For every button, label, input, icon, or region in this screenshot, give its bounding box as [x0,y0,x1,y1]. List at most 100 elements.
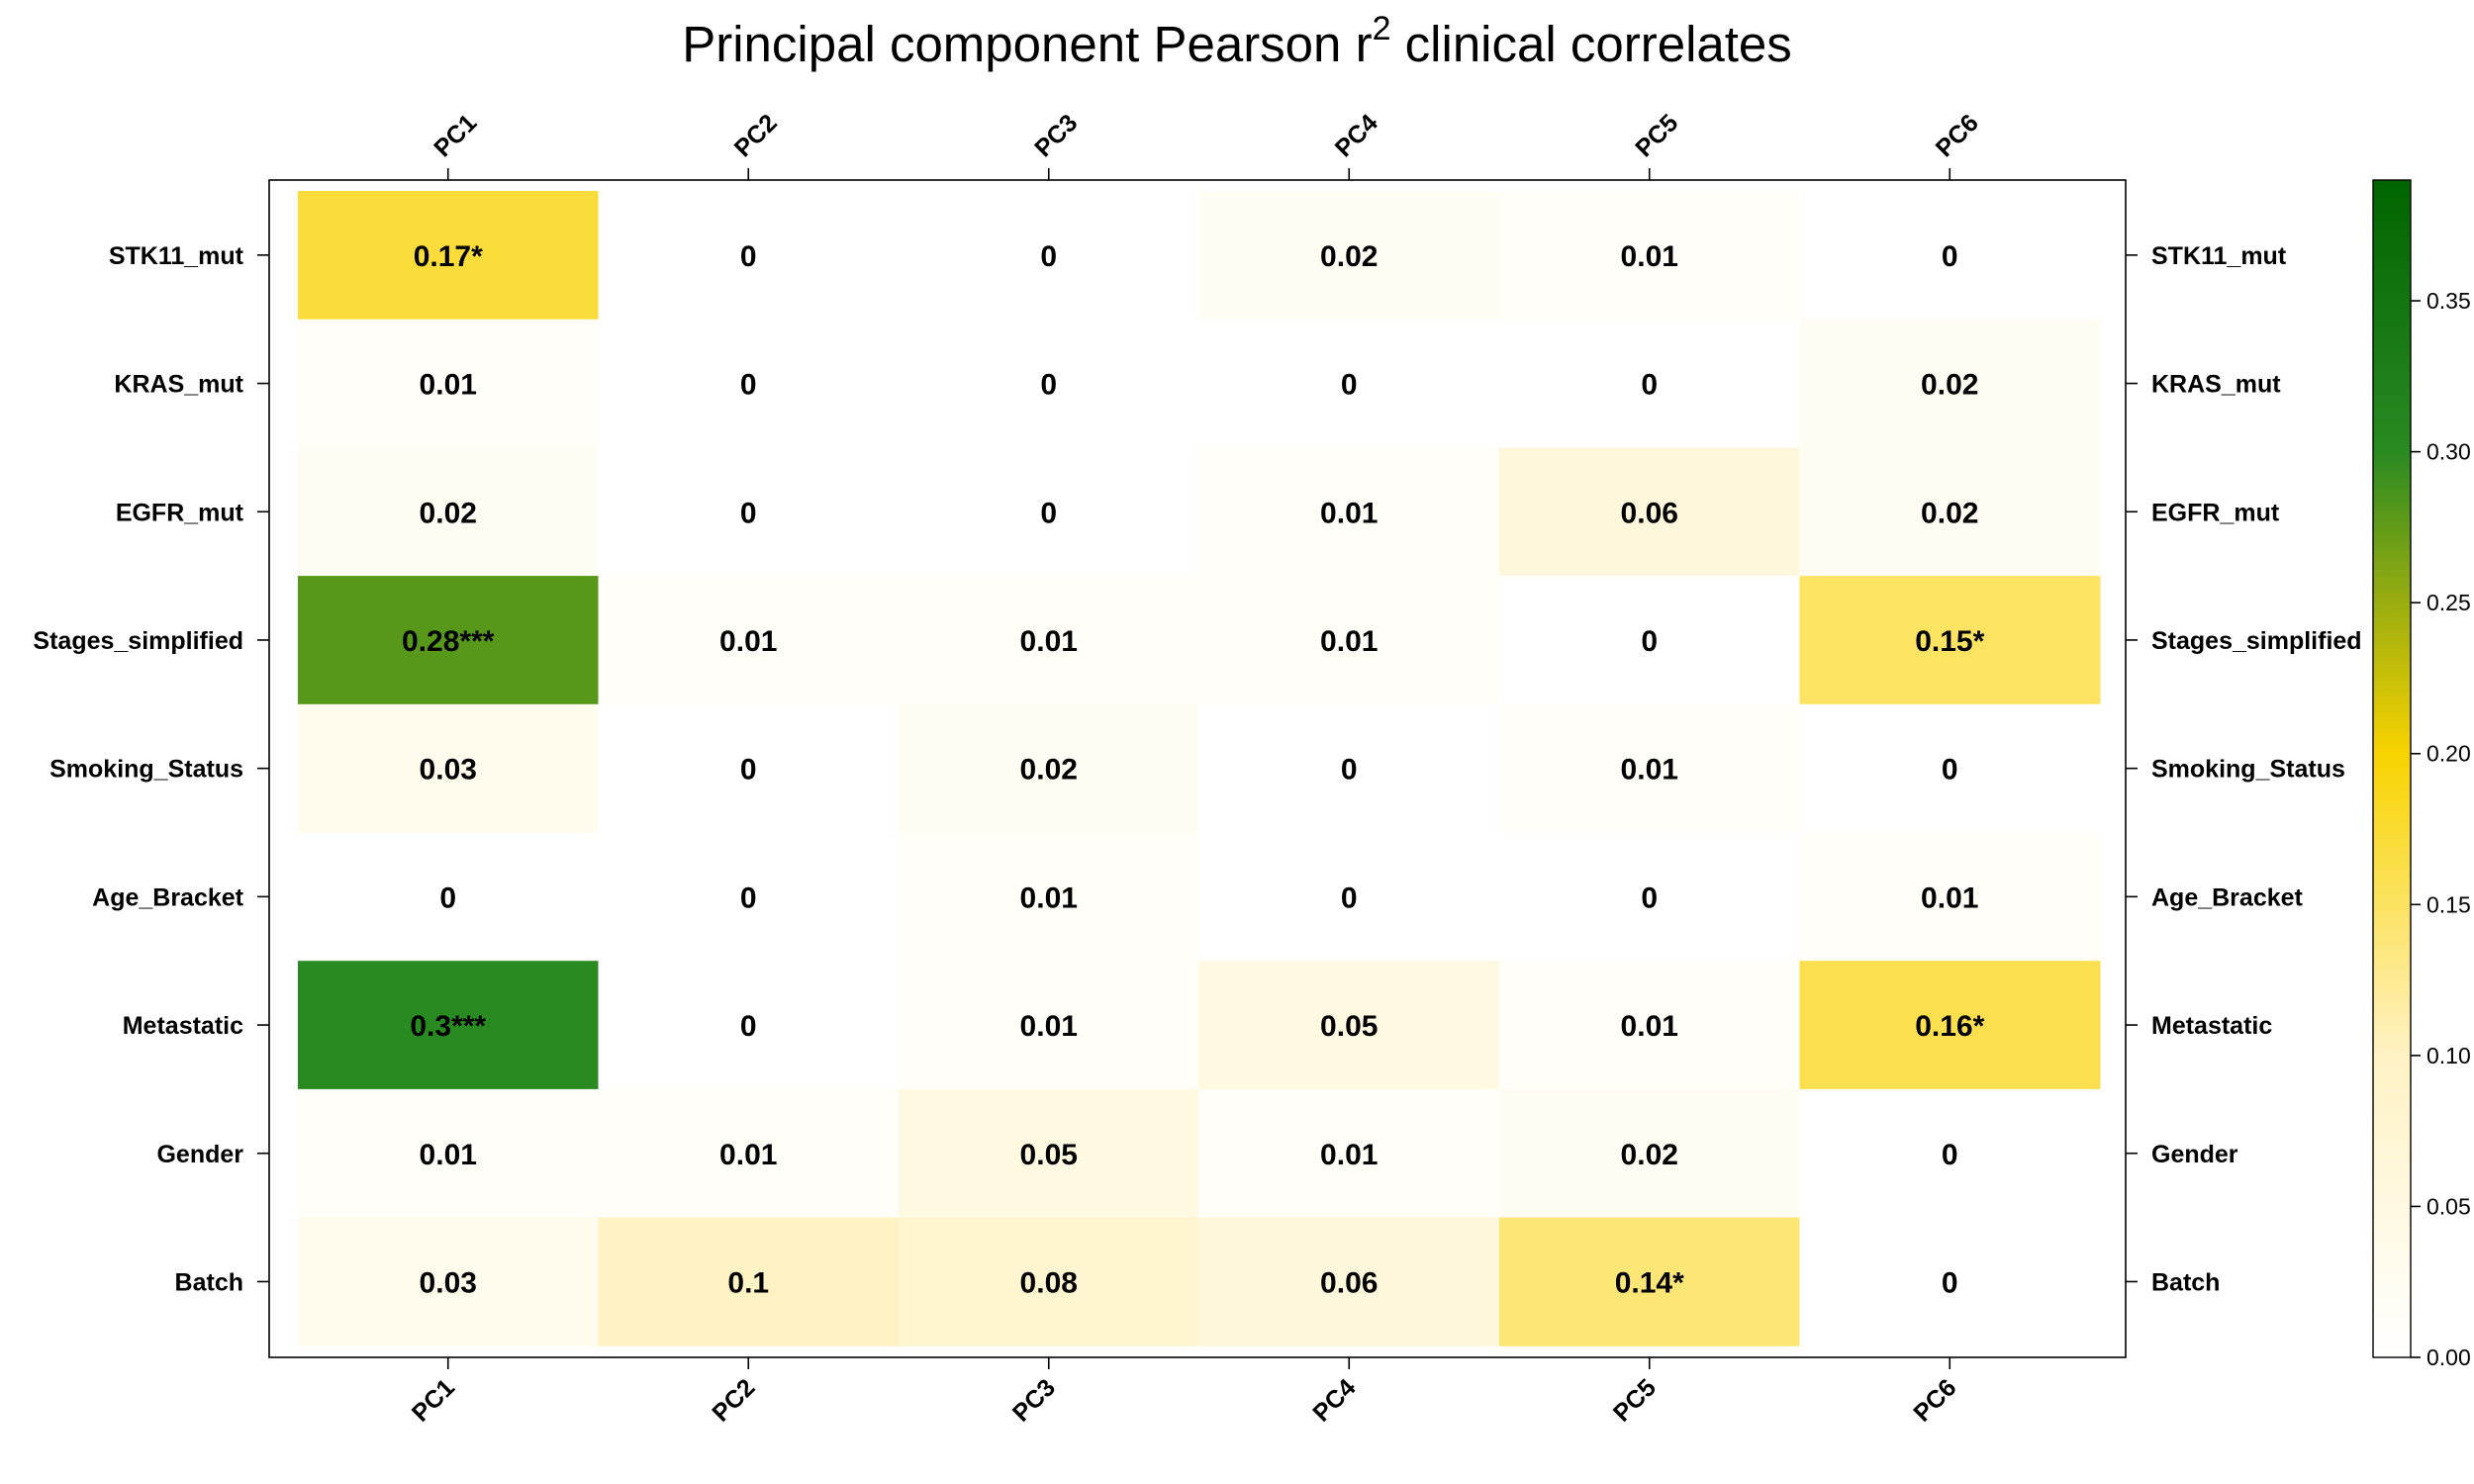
heatmap-cell [1499,961,1800,1090]
y-tick-label-right: Stages_simplified [2151,627,2362,655]
cell-value-label: 0.01 [1921,881,1978,914]
heatmap-cell [298,1088,599,1219]
y-tick-label-left: Smoking_Status [49,756,243,784]
heatmap-cell [1499,319,1800,448]
cell-value-label: 0.01 [1621,1010,1678,1043]
cell-value-label: 0.02 [1320,240,1378,273]
colorbar-tick-label: 0.15 [2426,891,2471,917]
x-tick-label-top: PC4 [1330,109,1383,162]
heatmap-cell [1799,576,2101,705]
x-tick-label-top: PC1 [428,109,482,162]
heatmap-cell [1499,191,1800,321]
cell-value-label: 0.14* [1615,1266,1684,1299]
cell-value-label: 0 [740,754,757,787]
y-tick-label-left: KRAS_mut [114,371,243,399]
heatmap-cells [298,191,2101,1346]
x-tick-label-bottom: PC3 [1007,1373,1061,1427]
heatmap-cell [899,1088,1199,1219]
cell-value-label: 0.01 [420,1139,477,1171]
y-tick-label-right: Age_Bracket [2151,883,2304,911]
heatmap-cell [899,319,1199,448]
y-tick-label-left: Metastatic [123,1012,243,1040]
cell-value-label: 0.02 [420,497,477,529]
colorbar-tick-label: 0.10 [2426,1043,2471,1068]
cell-value-label: 0.01 [1320,1139,1378,1171]
chart-title-main: Principal component Pearson r [682,16,1372,72]
heatmap-cell [899,191,1199,321]
cell-value-label: 0.03 [420,1266,477,1299]
colorbar-tick-label: 0.20 [2426,741,2471,767]
cell-value-label: 0 [740,497,757,529]
colorbar-tick-label: 0.05 [2426,1193,2471,1219]
y-tick-label-left: EGFR_mut [116,499,244,526]
cell-value-label: 0 [1942,1266,1958,1299]
heatmap-cell [1499,832,1800,962]
cell-value-label: 0.02 [1921,497,1978,529]
cell-value-label: 0.01 [1020,881,1078,914]
cell-value-label: 0.3*** [410,1010,486,1043]
cell-value-label: 0.28*** [402,625,495,658]
heatmap-cell-labels: 0.17* 0 0 0.02 0.01 0 0.01 0 0 0 0 0.02 0.02 0 0 0.01 0.… [402,240,1985,1300]
cell-value-label: 0.05 [1320,1010,1378,1043]
cell-value-label: 0.01 [420,369,477,402]
heatmap-cell [598,1217,900,1346]
heatmap-cell [1198,832,1500,962]
cell-value-label: 0.01 [1320,497,1378,529]
heatmap-cell [1198,447,1500,577]
heatmap-cell [598,447,900,577]
cell-value-label: 0 [740,1010,757,1043]
cell-value-label: 0 [1040,240,1057,273]
colorbar-tick-label: 0.25 [2426,590,2471,615]
cell-value-label: 0 [1040,497,1057,529]
heatmap-cell [598,319,900,448]
y-tick-label-right: EGFR_mut [2151,499,2280,526]
cell-value-label: 0.08 [1020,1266,1078,1299]
cell-value-label: 0.01 [1621,240,1678,273]
cell-value-label: 0 [740,881,757,914]
x-tick-label-bottom: PC5 [1608,1373,1662,1427]
heatmap-cell [1198,191,1500,321]
heatmap-cell [1198,961,1500,1090]
colorbar-tick-label: 0.35 [2426,288,2471,314]
cell-value-label: 0.01 [1020,625,1078,658]
cell-value-label: 0.17* [414,240,483,273]
heatmap-cell [598,961,900,1090]
y-tick-label-right: Batch [2151,1268,2220,1296]
heatmap-cell [1499,703,1800,833]
cell-value-label: 0 [1942,240,1958,273]
cell-value-label: 0 [439,881,456,914]
heatmap-cell [1499,447,1800,577]
cell-value-label: 0.01 [719,1139,777,1171]
cell-value-label: 0.01 [719,625,777,658]
heatmap-cell [1198,319,1500,448]
cell-value-label: 0.05 [1020,1139,1078,1171]
x-tick-label-bottom: PC1 [407,1373,460,1427]
cell-value-label: 0.02 [1020,754,1078,787]
cell-value-label: 0.16* [1915,1010,1984,1043]
cell-value-label: 0 [1040,369,1057,402]
heatmap-cell [899,703,1199,833]
chart-title-suffix: clinical correlates [1390,16,1791,72]
cell-value-label: 0 [1341,881,1358,914]
heatmap-cell [1198,1217,1500,1346]
colorbar-tick-label: 0.00 [2426,1345,2471,1370]
heatmap-cell [1799,703,2101,833]
heatmap-cell [1499,576,1800,705]
heatmap-cell [598,191,900,321]
heatmap-cell [298,1217,599,1346]
heatmap-cell [1799,961,2101,1090]
x-tick-label-bottom: PC4 [1307,1373,1361,1427]
cell-value-label: 0 [740,240,757,273]
cell-value-label: 0 [1942,754,1958,787]
heatmap-cell [1198,576,1500,705]
heatmap-cell [1799,1217,2101,1346]
heatmap-cell [1499,1217,1800,1346]
y-tick-label-left: Age_Bracket [92,883,244,911]
x-tick-label-bottom: PC6 [1908,1373,1961,1427]
y-tick-label-right: Smoking_Status [2151,756,2345,784]
y-tick-label-right: KRAS_mut [2151,371,2281,399]
cell-value-label: 0.06 [1320,1266,1378,1299]
colorbar-gradient [2372,179,2412,1358]
cell-value-label: 0.01 [1320,625,1378,658]
x-tick-label-top: PC3 [1029,109,1083,162]
